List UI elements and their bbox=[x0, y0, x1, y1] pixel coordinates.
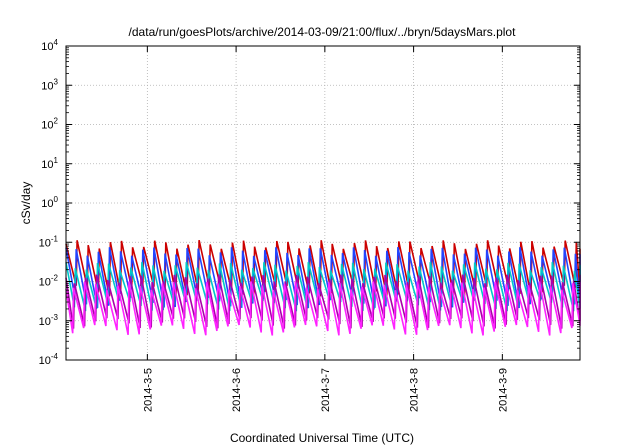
data-series bbox=[65, 240, 581, 336]
y-tick-label: 10-2 bbox=[39, 274, 59, 289]
y-axis-label: cSv/day bbox=[19, 182, 33, 225]
x-axis-ticks: 2014-3-5 2014-3-6 2014-3-7 2014-3-8 2014-3-9 bbox=[142, 46, 509, 412]
y-tick-label: 10-3 bbox=[39, 313, 59, 328]
x-tick-label: 2014-3-8 bbox=[409, 368, 421, 412]
y-tick-label: 100 bbox=[41, 195, 58, 210]
chart-title: /data/run/goesPlots/archive/2014-03-09/2… bbox=[129, 25, 517, 39]
y-tick-label: 102 bbox=[41, 117, 58, 132]
x-tick-label: 2014-3-9 bbox=[497, 368, 509, 412]
x-tick-label: 2014-3-6 bbox=[231, 368, 243, 412]
y-tick-label: 104 bbox=[41, 38, 58, 53]
y-axis-ticks: 10-4 10-3 10-2 10-1 100 101 102 103 104 bbox=[39, 38, 580, 367]
y-tick-label: 101 bbox=[41, 156, 58, 171]
x-axis-label: Coordinated Universal Time (UTC) bbox=[230, 431, 414, 445]
x-tick-label: 2014-3-5 bbox=[142, 368, 154, 412]
series-line-5 bbox=[65, 281, 581, 336]
y-tick-label: 10-1 bbox=[39, 234, 59, 249]
x-tick-label: 2014-3-7 bbox=[320, 368, 332, 412]
y-tick-label: 10-4 bbox=[39, 352, 59, 367]
y-tick-label: 103 bbox=[41, 77, 58, 92]
